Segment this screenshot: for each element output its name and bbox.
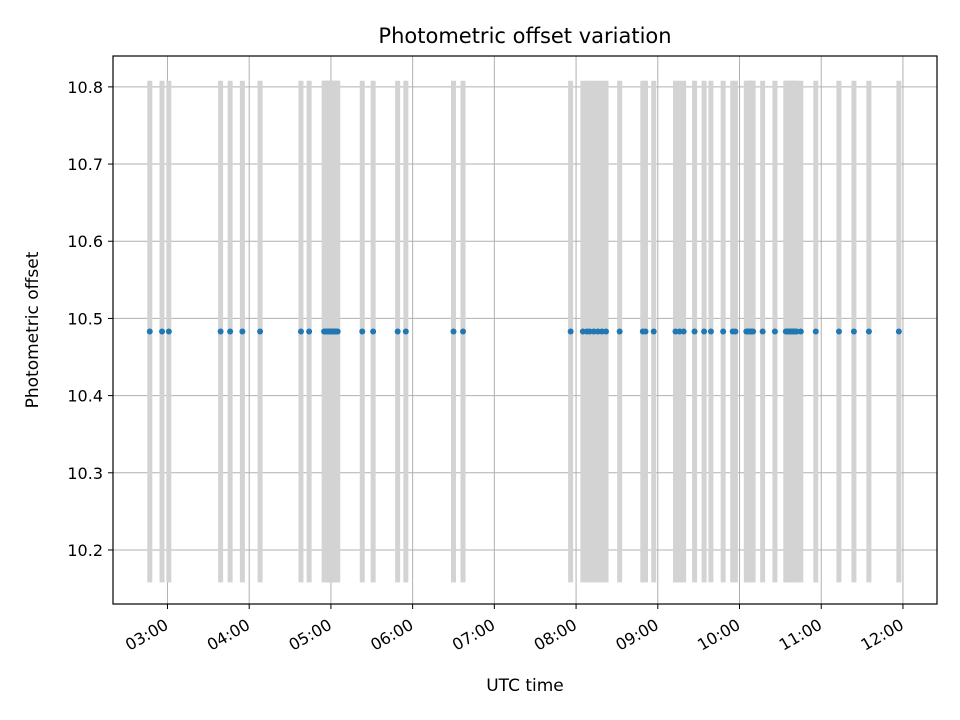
data-point [732,328,739,335]
data-point [701,328,708,335]
y-tick-label: 10.3 [67,464,103,483]
data-point [460,328,467,335]
data-point [680,328,687,335]
data-point [603,328,610,335]
data-point [707,328,714,335]
plot-frame [112,55,938,605]
y-tick-label: 10.6 [67,232,103,251]
data-point [402,328,409,335]
data-point [334,328,341,335]
data-point [865,328,872,335]
data-point [895,328,902,335]
data-point [239,328,246,335]
chart-title: Photometric offset variation [378,24,671,48]
data-point [567,328,574,335]
data-point [394,328,401,335]
data-point [370,328,377,335]
y-axis-ticks: 10.2 10.3 10.4 10.5 10.6 10.7 10.8 [67,78,113,560]
data-point [450,328,457,335]
y-tick-label: 10.7 [67,155,103,174]
data-point [359,328,366,335]
data-point [146,328,153,335]
data-point [720,328,727,335]
data-point [306,328,313,335]
data-point [165,328,172,335]
data-point [850,328,857,335]
data-point [691,328,698,335]
y-tick-label: 10.5 [67,309,103,328]
data-point [797,328,804,335]
y-tick-label: 10.2 [67,541,103,560]
y-tick-label: 10.4 [67,387,103,406]
data-point [771,328,778,335]
data-points [146,328,902,335]
data-point [257,328,264,335]
data-point [812,328,819,335]
y-axis-label: Photometric offset [23,251,43,408]
data-point [650,328,657,335]
data-point [217,328,224,335]
data-point [835,328,842,335]
data-point [759,328,766,335]
data-point [642,328,649,335]
y-tick-label: 10.8 [67,78,103,97]
data-point [297,328,304,335]
data-point [227,328,234,335]
data-point [159,328,166,335]
data-point [616,328,623,335]
x-axis-label: UTC time [486,676,564,696]
data-point [750,328,757,335]
